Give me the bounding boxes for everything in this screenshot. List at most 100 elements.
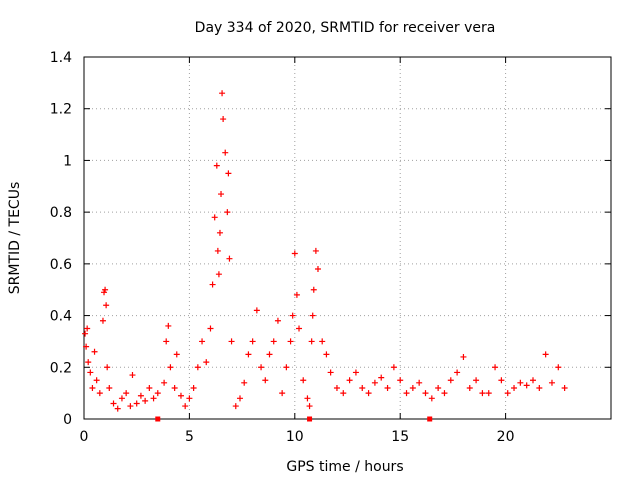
data-point bbox=[291, 250, 298, 257]
data-point bbox=[123, 390, 130, 397]
gap-markers bbox=[155, 416, 433, 422]
data-point bbox=[270, 338, 277, 345]
y-tick-label: 1 bbox=[63, 153, 72, 169]
data-point bbox=[106, 384, 113, 391]
data-point bbox=[352, 369, 359, 376]
data-point bbox=[137, 392, 144, 399]
data-point bbox=[542, 351, 549, 358]
data-point bbox=[523, 382, 530, 389]
data-point bbox=[219, 90, 226, 97]
data-point bbox=[498, 377, 505, 384]
data-point bbox=[346, 377, 353, 384]
data-point bbox=[171, 384, 178, 391]
data-point bbox=[91, 348, 98, 355]
data-point bbox=[479, 390, 486, 397]
data-point bbox=[211, 214, 218, 221]
data-point bbox=[218, 191, 225, 198]
data-point bbox=[492, 364, 499, 371]
data-point bbox=[409, 384, 416, 391]
data-point bbox=[163, 338, 170, 345]
data-point bbox=[165, 322, 172, 329]
data-point bbox=[222, 149, 229, 156]
data-point bbox=[216, 229, 223, 236]
data-point bbox=[104, 364, 111, 371]
data-point bbox=[190, 384, 197, 391]
data-point bbox=[214, 247, 221, 254]
y-tick-label: 0.2 bbox=[50, 360, 72, 376]
data-point bbox=[89, 384, 96, 391]
data-points bbox=[82, 90, 568, 412]
data-point bbox=[371, 379, 378, 386]
y-tick-labels: 0 0.2 0.4 0.6 0.8 1 1.2 1.4 bbox=[50, 50, 72, 428]
data-point bbox=[359, 384, 366, 391]
data-point bbox=[173, 351, 180, 358]
gap-marker bbox=[155, 416, 161, 422]
plot-frame bbox=[83, 56, 612, 420]
data-point bbox=[279, 390, 286, 397]
x-tick-label: 0 bbox=[80, 429, 89, 445]
data-point bbox=[289, 312, 296, 319]
data-point bbox=[85, 359, 92, 366]
data-point bbox=[93, 377, 100, 384]
gap-marker bbox=[307, 416, 313, 422]
data-point bbox=[548, 379, 555, 386]
data-point bbox=[182, 403, 189, 410]
x-tick-label: 5 bbox=[185, 429, 194, 445]
data-point bbox=[287, 338, 294, 345]
data-point bbox=[186, 395, 193, 402]
data-point bbox=[312, 247, 319, 254]
data-point bbox=[203, 359, 210, 366]
data-point bbox=[466, 384, 473, 391]
chart-title: Day 334 of 2020, SRMTID for receiver ver… bbox=[195, 20, 496, 36]
data-point bbox=[460, 353, 467, 360]
data-point bbox=[199, 338, 206, 345]
data-point bbox=[504, 390, 511, 397]
data-point bbox=[536, 384, 543, 391]
data-point bbox=[177, 392, 184, 399]
data-point bbox=[340, 390, 347, 397]
data-point bbox=[422, 390, 429, 397]
data-point bbox=[314, 266, 321, 273]
data-point bbox=[241, 379, 248, 386]
data-point bbox=[209, 281, 216, 288]
data-point bbox=[309, 312, 316, 319]
data-point bbox=[473, 377, 480, 384]
y-tick-label: 0 bbox=[63, 412, 72, 428]
data-point bbox=[555, 364, 562, 371]
data-point bbox=[274, 317, 281, 324]
data-point bbox=[300, 377, 307, 384]
data-point bbox=[310, 286, 317, 293]
y-tick-label: 1.2 bbox=[50, 102, 72, 118]
data-point bbox=[296, 325, 303, 332]
data-point bbox=[220, 116, 227, 123]
gap-marker bbox=[427, 416, 433, 422]
data-point bbox=[266, 351, 273, 358]
x-tick-label: 10 bbox=[286, 429, 304, 445]
data-point bbox=[215, 271, 222, 278]
grid-lines bbox=[84, 57, 611, 419]
data-point bbox=[133, 400, 140, 407]
data-point bbox=[150, 395, 157, 402]
data-point bbox=[319, 338, 326, 345]
data-point bbox=[333, 384, 340, 391]
data-point bbox=[517, 379, 524, 386]
data-point bbox=[225, 170, 232, 177]
data-point bbox=[293, 291, 300, 298]
data-point bbox=[378, 374, 385, 381]
data-point bbox=[403, 390, 410, 397]
data-point bbox=[96, 390, 103, 397]
data-point bbox=[397, 377, 404, 384]
axis-ticks bbox=[83, 56, 611, 420]
y-tick-label: 0.4 bbox=[50, 309, 72, 325]
data-point bbox=[561, 384, 568, 391]
data-point bbox=[304, 395, 311, 402]
data-point bbox=[327, 369, 334, 376]
data-point bbox=[306, 403, 313, 410]
data-point bbox=[102, 286, 109, 293]
data-point bbox=[114, 405, 121, 412]
y-tick-label: 0.8 bbox=[50, 205, 72, 221]
data-point bbox=[207, 325, 214, 332]
data-point bbox=[167, 364, 174, 371]
data-point bbox=[323, 351, 330, 358]
